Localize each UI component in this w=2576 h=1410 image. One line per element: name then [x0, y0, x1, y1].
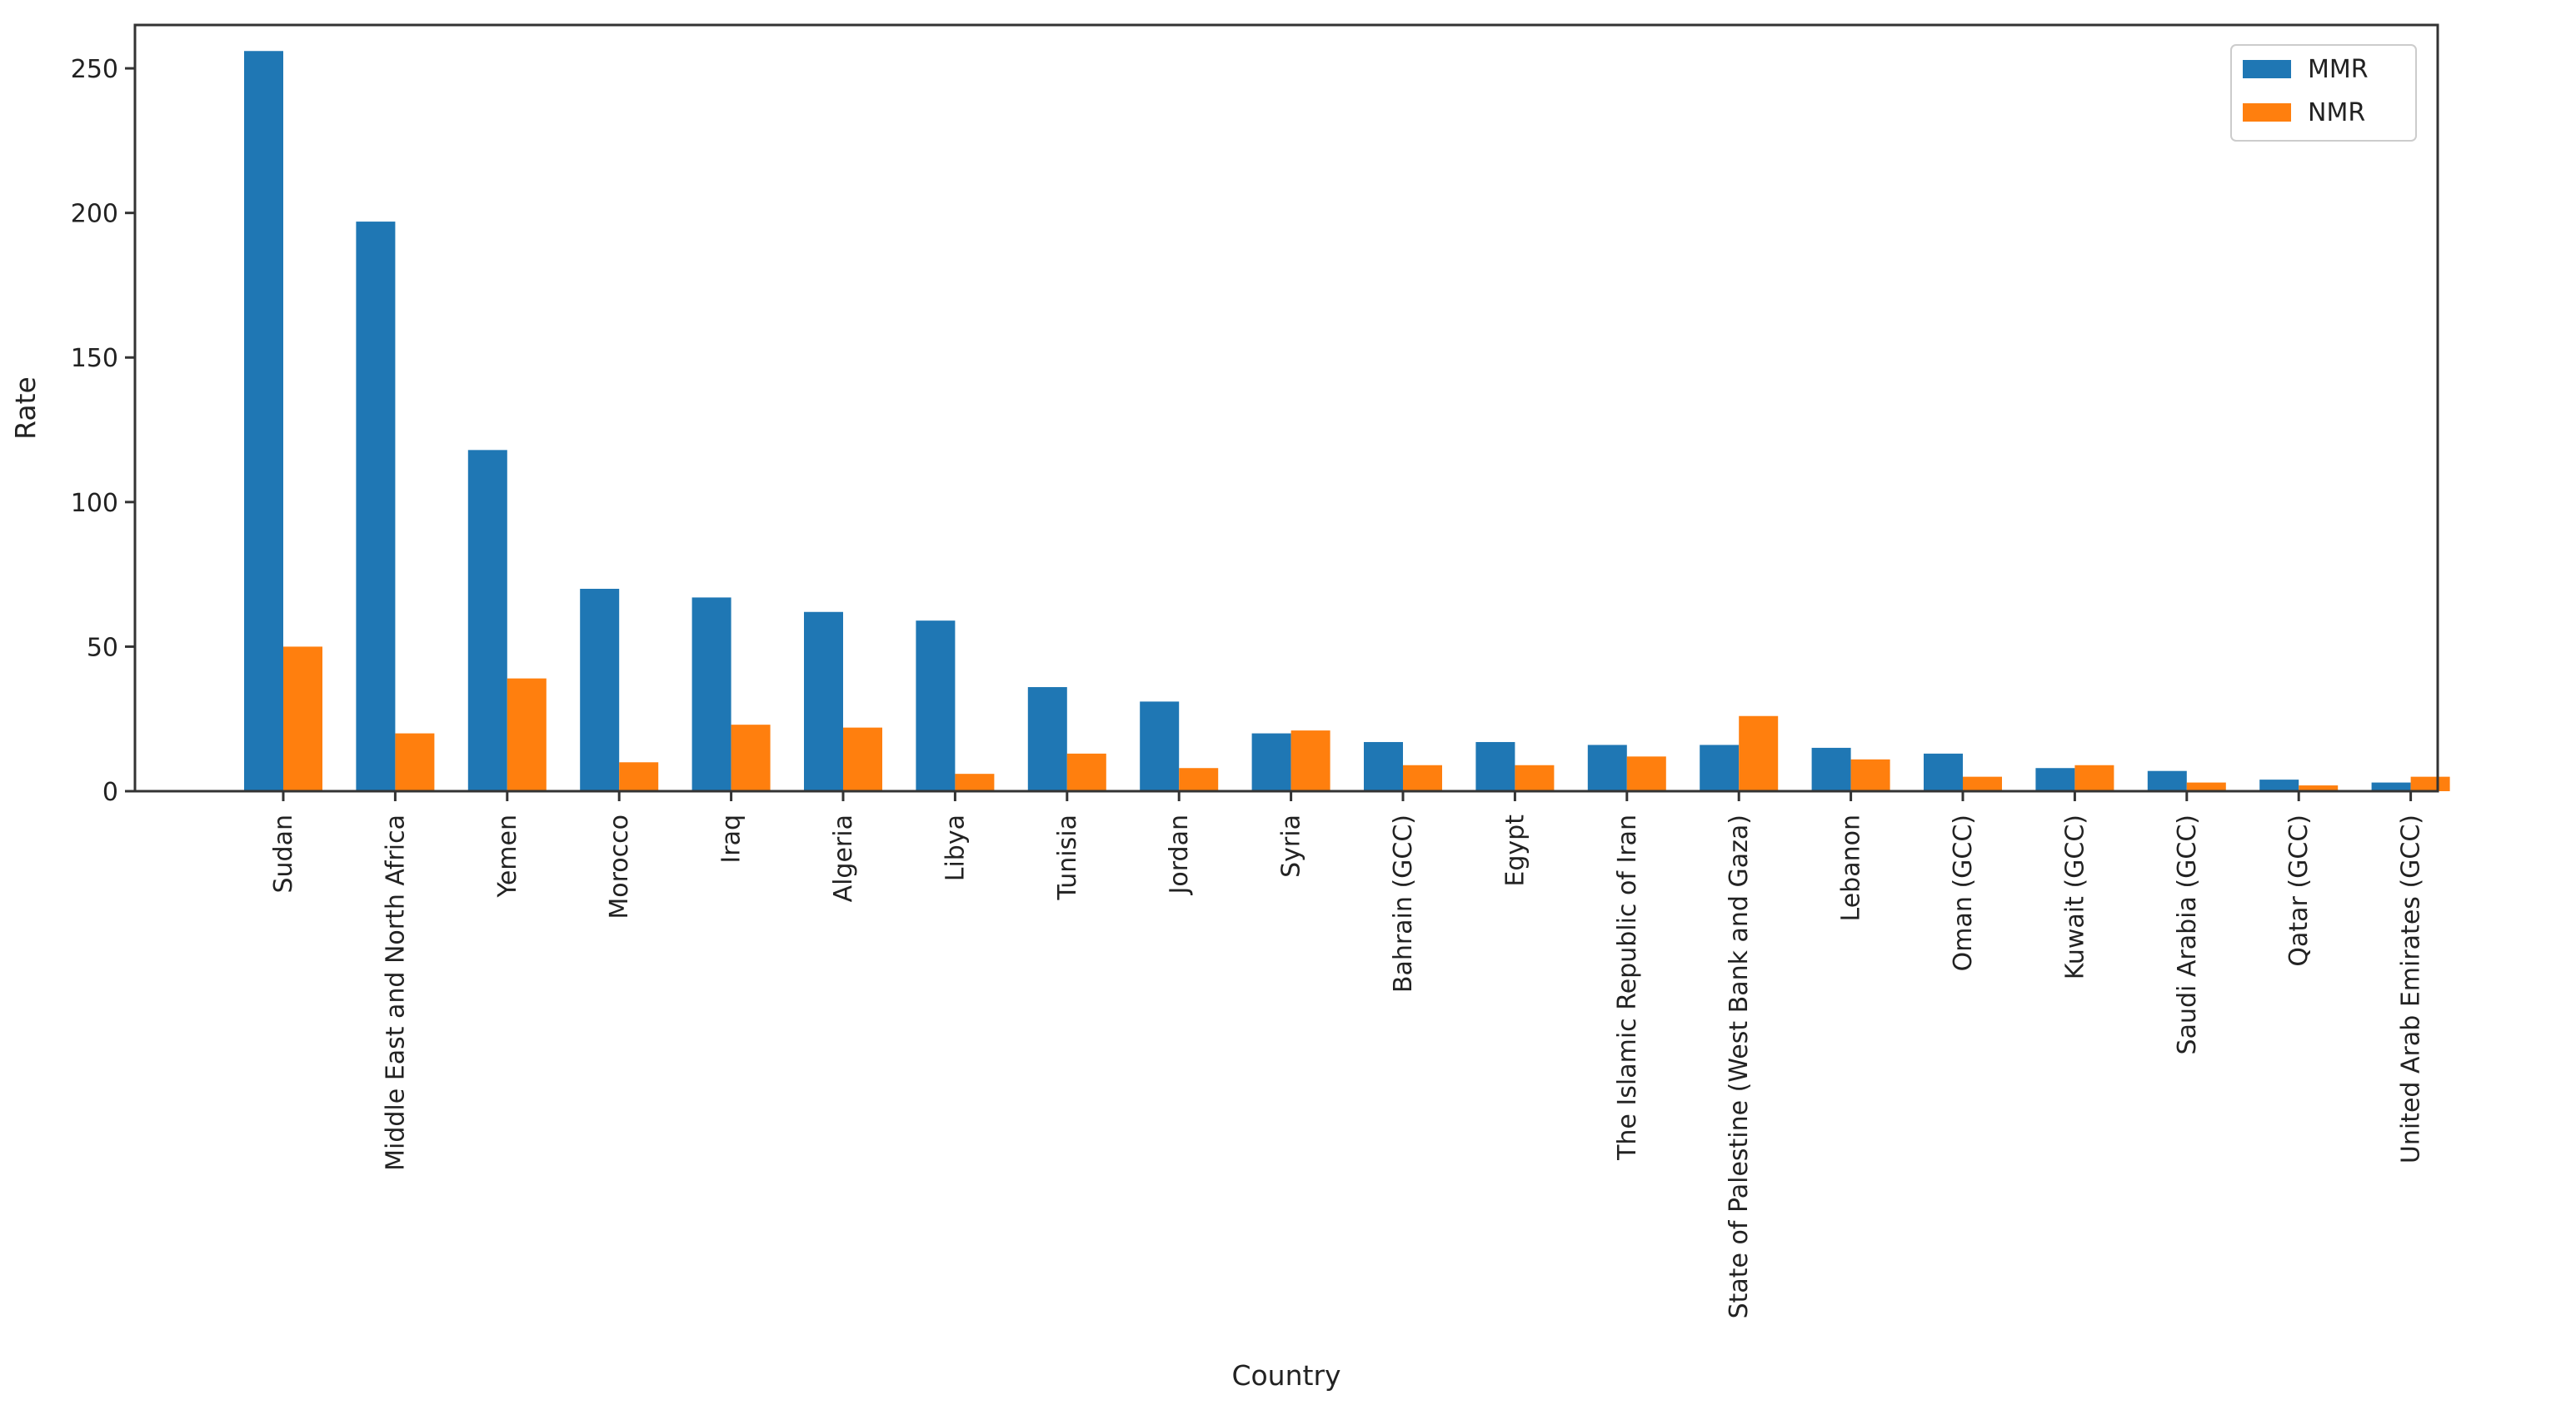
x-tick-label: Oman (GCC)	[1949, 815, 1978, 971]
bar-mmr-10	[1364, 741, 1403, 791]
bar-nmr-10	[1403, 765, 1442, 791]
bar-nmr-15	[1963, 776, 2002, 791]
legend-label-mmr: MMR	[2308, 55, 2369, 84]
bar-nmr-8	[1179, 768, 1219, 791]
bar-mmr-15	[1924, 753, 1963, 791]
bar-nmr-0	[283, 646, 322, 791]
x-tick-label: Morocco	[605, 815, 634, 919]
x-tick-label: Egypt	[1500, 815, 1530, 887]
bar-mmr-9	[1251, 733, 1291, 791]
bar-mmr-7	[1027, 687, 1067, 791]
x-tick-label: Middle East and North Africa	[381, 815, 410, 1171]
bar-mmr-6	[916, 620, 956, 791]
x-tick-label: Sudan	[269, 815, 298, 894]
bar-mmr-19	[2371, 782, 2411, 791]
y-tick-label: 250	[71, 55, 118, 84]
x-tick-label: Lebanon	[1837, 815, 1866, 921]
x-tick-label: Syria	[1277, 815, 1306, 878]
bar-nmr-2	[507, 678, 547, 791]
x-tick-label: Algeria	[829, 815, 858, 902]
bar-mmr-1	[356, 222, 396, 792]
y-tick-label: 150	[71, 344, 118, 373]
x-tick-label: Kuwait (GCC)	[2060, 815, 2089, 979]
x-tick-label: United Arab Emirates (GCC)	[2397, 815, 2426, 1163]
y-tick-label: 100	[71, 489, 118, 518]
bar-nmr-19	[2410, 776, 2450, 791]
x-axis: Sudan Middle East and North Africa Yemen Mo…	[269, 791, 2426, 1318]
bar-mmr-13	[1700, 745, 1740, 791]
bar-mmr-4	[691, 597, 731, 791]
x-tick-label: Iraq	[717, 815, 746, 864]
bar-mmr-0	[244, 51, 283, 791]
y-axis: 0 50 100 150 200 250	[71, 55, 135, 807]
bar-mmr-18	[2259, 780, 2299, 791]
bars-layer	[244, 51, 2450, 792]
legend-swatch-nmr	[2243, 103, 2291, 122]
bar-mmr-12	[1587, 745, 1627, 791]
legend-swatch-mmr	[2243, 60, 2291, 78]
bar-mmr-8	[1140, 701, 1180, 791]
bar-nmr-4	[731, 725, 771, 791]
y-tick-label: 50	[87, 633, 118, 662]
x-axis-title: Country	[1231, 1359, 1340, 1392]
y-tick-label: 200	[71, 200, 118, 229]
x-tick-label: Tunisia	[1053, 815, 1082, 900]
bar-nmr-6	[955, 774, 995, 791]
x-tick-label: Jordan	[1165, 815, 1194, 895]
x-tick-label: Saudi Arabia (GCC)	[2173, 815, 2202, 1054]
bar-nmr-7	[1066, 753, 1106, 791]
plot-frame	[133, 23, 2439, 793]
bar-nmr-14	[1850, 759, 1890, 791]
x-tick-label: State of Palestine (West Bank and Gaza)	[1725, 815, 1754, 1318]
x-tick-label: Yemen	[493, 815, 522, 899]
x-tick-label: Qatar (GCC)	[2284, 815, 2314, 967]
bar-nmr-5	[843, 727, 882, 791]
bar-nmr-9	[1290, 730, 1330, 791]
legend: MMR NMR	[2230, 44, 2417, 142]
bar-mmr-14	[1811, 747, 1851, 791]
x-tick-label: Libya	[941, 815, 970, 881]
y-tick-label: 0	[102, 778, 118, 807]
bar-mmr-17	[2147, 770, 2187, 791]
bar-mmr-16	[2035, 768, 2075, 791]
bar-mmr-2	[467, 450, 507, 791]
bar-mmr-3	[580, 588, 620, 791]
bar-nmr-16	[2074, 765, 2114, 791]
x-tick-label: The Islamic Republic of Iran	[1613, 815, 1642, 1161]
legend-label-nmr: NMR	[2308, 98, 2365, 127]
bar-mmr-11	[1475, 741, 1515, 791]
bar-nmr-13	[1739, 715, 1779, 791]
bar-nmr-1	[395, 733, 435, 791]
bar-nmr-11	[1515, 765, 1555, 791]
bar-nmr-3	[619, 762, 659, 791]
bar-nmr-17	[2186, 782, 2226, 791]
x-tick-label: Bahrain (GCC)	[1389, 815, 1418, 993]
bar-nmr-18	[2299, 785, 2339, 791]
bar-nmr-12	[1626, 756, 1666, 791]
y-axis-title: Rate	[9, 376, 42, 440]
bar-mmr-5	[804, 611, 843, 791]
